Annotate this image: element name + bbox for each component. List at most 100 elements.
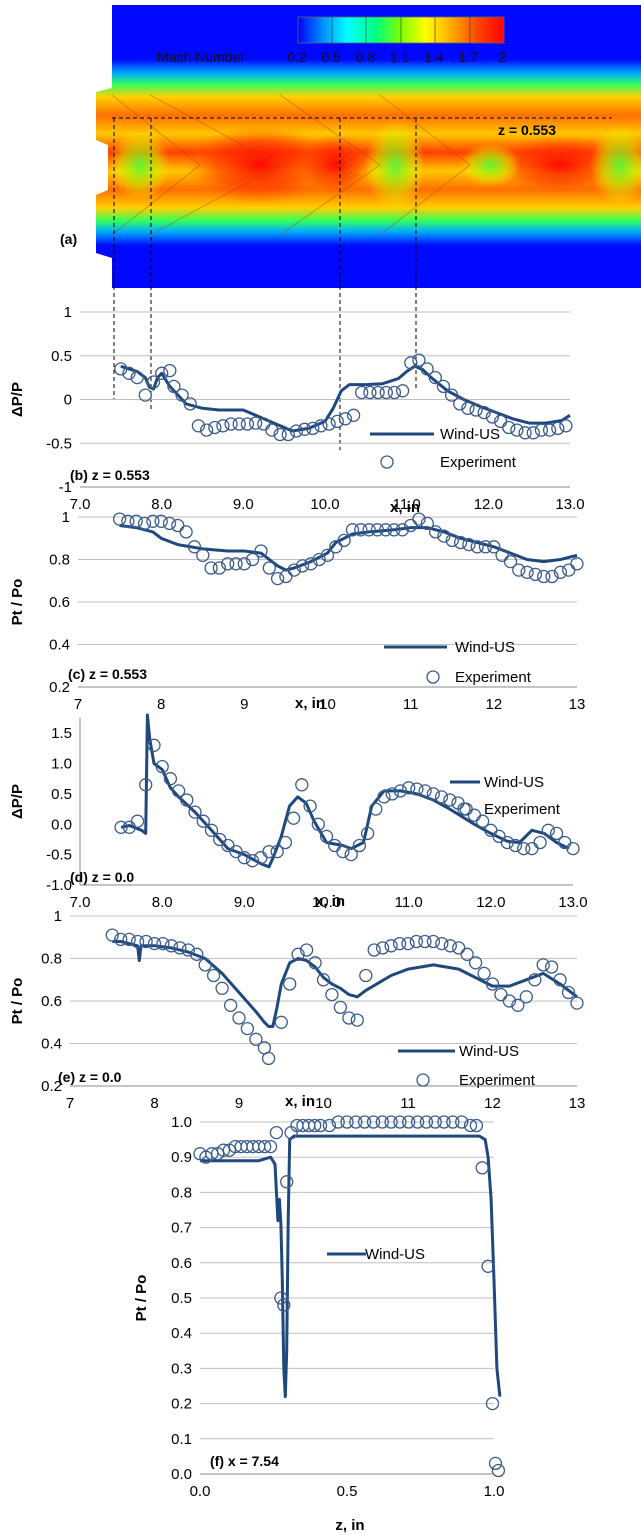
y-tick-label: 0.4 <box>171 1325 192 1342</box>
data-point <box>155 759 169 774</box>
legend-label: Experiment <box>440 454 517 471</box>
data-point <box>237 557 251 571</box>
data-point <box>337 533 351 548</box>
data-point <box>206 968 221 983</box>
y-tick-label: 0.4 <box>41 1036 62 1053</box>
cool-region <box>590 125 641 205</box>
data-point <box>122 932 136 947</box>
data-point <box>297 422 312 436</box>
y-tick-label: 0.3 <box>171 1360 192 1377</box>
data-point <box>283 977 297 991</box>
data-point <box>163 363 177 378</box>
data-point <box>205 1147 219 1161</box>
data-point <box>468 956 483 970</box>
data-point <box>344 847 358 862</box>
data-point <box>437 529 451 543</box>
x-tick-label: 0.5 <box>337 1483 358 1500</box>
data-point <box>549 826 564 841</box>
data-point <box>434 790 449 804</box>
x-tick-label: 10.0 <box>312 894 341 911</box>
data-point <box>360 826 375 841</box>
y-axis-label: Pt / Po <box>9 579 26 626</box>
data-point <box>488 1456 503 1471</box>
data-point <box>362 523 376 537</box>
x-tick-label: 9.0 <box>233 496 254 513</box>
data-point <box>147 738 161 752</box>
y-tick-label: 1.0 <box>171 1114 192 1131</box>
data-point <box>329 540 343 554</box>
data-point <box>155 366 169 380</box>
y-tick-label: 0.8 <box>171 1184 192 1201</box>
x-tick-label: 13.0 <box>555 496 584 513</box>
y-tick-label: -0.5 <box>46 847 72 864</box>
data-point <box>553 565 568 579</box>
y-tick-label: 0.1 <box>171 1431 192 1448</box>
data-point <box>544 960 559 974</box>
data-point <box>446 1115 460 1129</box>
data-point <box>122 366 136 380</box>
series-line <box>200 1134 502 1399</box>
data-point <box>475 1161 489 1175</box>
x-tick-label: 10 <box>319 696 336 713</box>
colorbar-title: Mach Number <box>157 49 245 65</box>
x-tick-label: 0.0 <box>190 1483 211 1500</box>
x-tick-label: 12 <box>485 696 502 713</box>
data-point <box>502 994 517 1008</box>
data-point <box>196 814 210 828</box>
data-point <box>139 778 153 792</box>
x-axis-label: x, in <box>295 695 325 712</box>
legend-label: Wind-US <box>459 1043 519 1060</box>
data-point <box>167 379 181 394</box>
data-point <box>475 814 490 828</box>
data-point <box>404 356 418 370</box>
data-point <box>289 424 304 438</box>
data-point <box>216 419 230 433</box>
chart-b-pressure-z0553: -1 -0.5 0 0.5 1 7.0 8.0 9.0 10.0 11.0 12.0 13.0 x, i… <box>9 304 585 516</box>
legend-label: Experiment <box>484 801 561 818</box>
x-tick-label: 7.0 <box>70 496 91 513</box>
data-point <box>379 385 393 400</box>
data-point <box>314 419 328 433</box>
data-point <box>212 561 227 575</box>
colorbar-tick-label: 1.4 <box>424 49 444 65</box>
data-point <box>428 370 442 385</box>
data-point <box>485 1396 500 1411</box>
data-point <box>112 512 127 526</box>
data-point <box>130 814 145 828</box>
x-tick-label: 11.0 <box>395 894 423 911</box>
data-point <box>105 928 119 942</box>
legend-label: Wind-US <box>455 639 515 656</box>
data-point <box>462 537 476 552</box>
data-point <box>114 362 128 376</box>
data-point <box>359 968 373 983</box>
data-point <box>481 1259 495 1273</box>
y-tick-label: 0 <box>64 392 72 409</box>
data-point <box>137 516 152 531</box>
data-point <box>279 569 293 584</box>
data-point <box>426 934 441 949</box>
legend-marker-swatch <box>426 670 440 684</box>
data-point <box>114 932 128 947</box>
data-point <box>286 811 301 825</box>
data-point <box>240 417 255 431</box>
data-point <box>570 557 584 571</box>
data-point <box>350 1013 364 1027</box>
x-tick-label: 12.0 <box>476 894 505 911</box>
panel-a-label: (a) <box>60 231 77 247</box>
data-point <box>333 1000 348 1015</box>
legend-label: Experiment <box>455 669 532 686</box>
x-tick-label: 12 <box>484 1095 501 1112</box>
data-point <box>461 401 475 415</box>
data-point <box>130 934 145 949</box>
data-point <box>436 379 451 394</box>
x-tick-label: 7 <box>66 1095 74 1112</box>
data-point <box>355 385 369 400</box>
x-tick-label: 8.0 <box>151 496 172 513</box>
data-point <box>404 518 418 533</box>
cut-label: z = 0.553 <box>498 122 556 138</box>
data-point <box>536 958 550 972</box>
data-point <box>443 793 457 807</box>
y-tick-label: 0.5 <box>51 786 72 803</box>
colorbar-tick-label: 1.1 <box>390 49 410 65</box>
